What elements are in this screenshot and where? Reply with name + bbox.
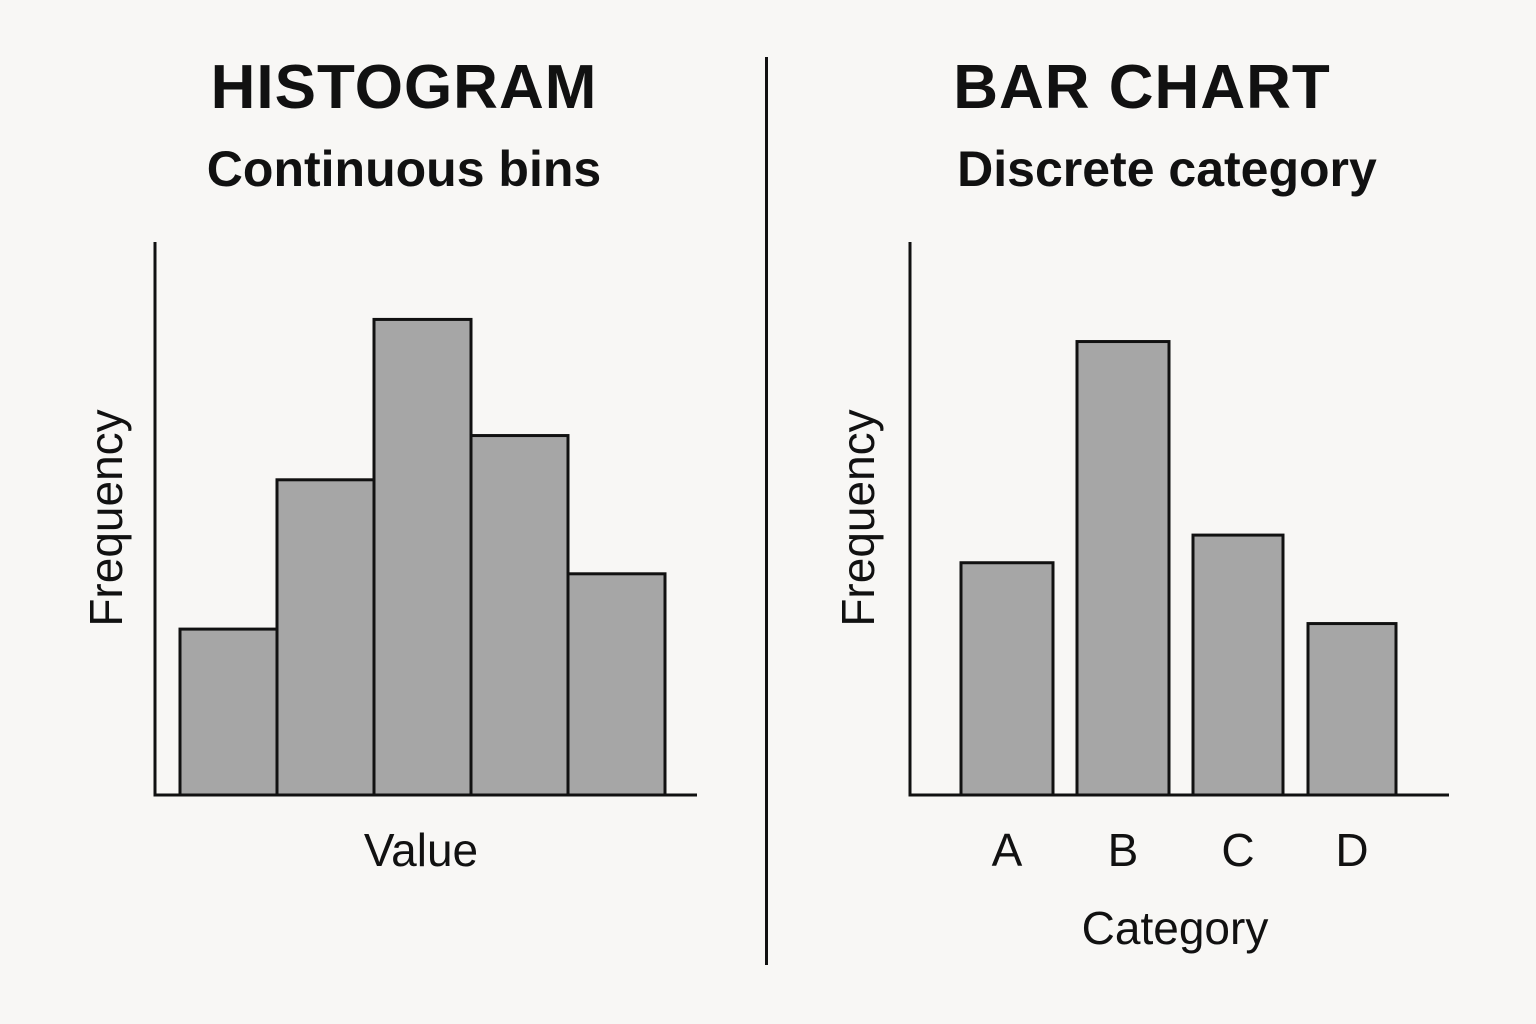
histogram-y-axis-label: Frequency (80, 409, 132, 626)
histogram-subtitle: Continuous bins (206, 141, 602, 197)
bar-chart-subtitle: Discrete category (957, 141, 1377, 197)
histogram-x-axis-label: Value (364, 824, 478, 876)
x-tick-label-d: D (1335, 824, 1368, 876)
histogram-chart: Frequency Value (80, 242, 697, 876)
bar-chart-frequency-label: Frequency (832, 409, 884, 626)
histogram-bin-3 (372, 317, 473, 797)
bar-chart-panel: BAR CHART Discrete category A B C D Frequen… (768, 0, 1536, 1024)
panel-divider (765, 57, 768, 965)
histogram-axes (153, 242, 697, 797)
histogram-panel: HISTOGRAM Continuous bins Frequency Valu… (80, 53, 697, 876)
x-tick-label-b: B (1108, 824, 1139, 876)
bar-chart-ylabel-layer: Frequency (832, 409, 884, 626)
histogram-bin-1 (178, 627, 279, 797)
x-tick-label-a: A (992, 824, 1023, 876)
bar-chart-x-axis-label: Category (1082, 902, 1269, 954)
histogram-bin-5 (566, 572, 667, 797)
histogram-bin-2 (275, 478, 376, 797)
x-tick-label-c: C (1221, 824, 1254, 876)
bar-chart-title: BAR CHART (953, 53, 1331, 122)
bar-chart-axes (908, 242, 1449, 797)
histogram-title: HISTOGRAM (210, 53, 598, 122)
histogram-bin-4 (469, 434, 570, 797)
